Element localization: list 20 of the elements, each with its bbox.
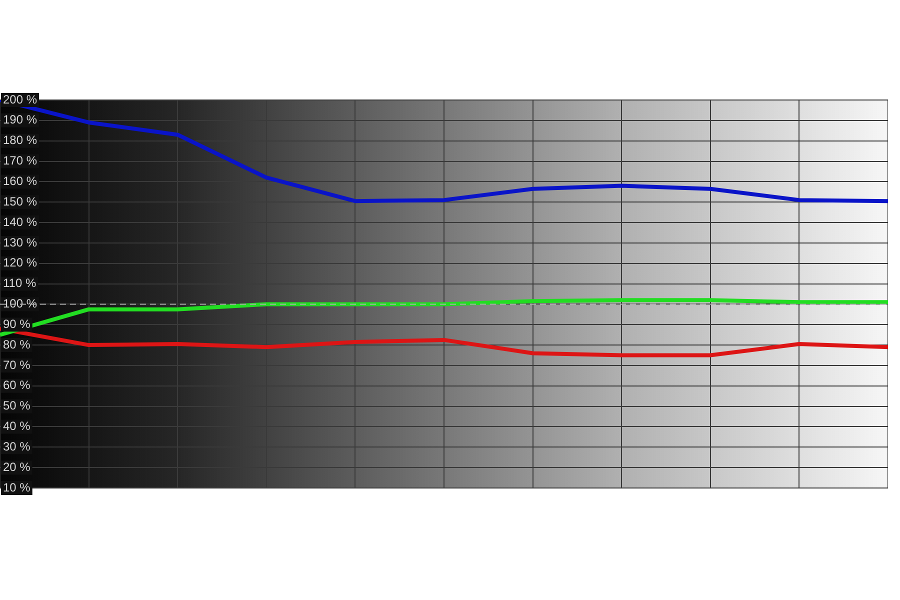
y-tick-label: 150 % [3,194,38,208]
y-tick-label: 130 % [3,235,38,250]
y-tick-label: 200 % [3,92,38,106]
y-tick-label: 70 % [3,358,31,372]
y-tick-label: 50 % [3,398,31,413]
y-tick-label: 170 % [3,154,38,168]
y-tick-label: 80 % [3,337,31,352]
y-tick-label: 100 % [3,296,38,311]
y-tick-label: 110 % [3,276,36,290]
y-tick-label: 60 % [3,378,31,392]
y-tick-label: 10 % [3,480,31,494]
y-tick-label: 180 % [3,133,38,148]
y-tick-label: 90 % [3,316,31,331]
y-tick-label: 120 % [3,256,38,270]
y-tick-label: 30 % [3,439,31,454]
y-tick-label: 20 % [3,460,31,474]
y-tick-label: 140 % [3,214,38,229]
y-tick-label: 40 % [3,419,31,434]
y-tick-label: 190 % [3,112,38,127]
y-tick-label: 160 % [3,174,38,188]
